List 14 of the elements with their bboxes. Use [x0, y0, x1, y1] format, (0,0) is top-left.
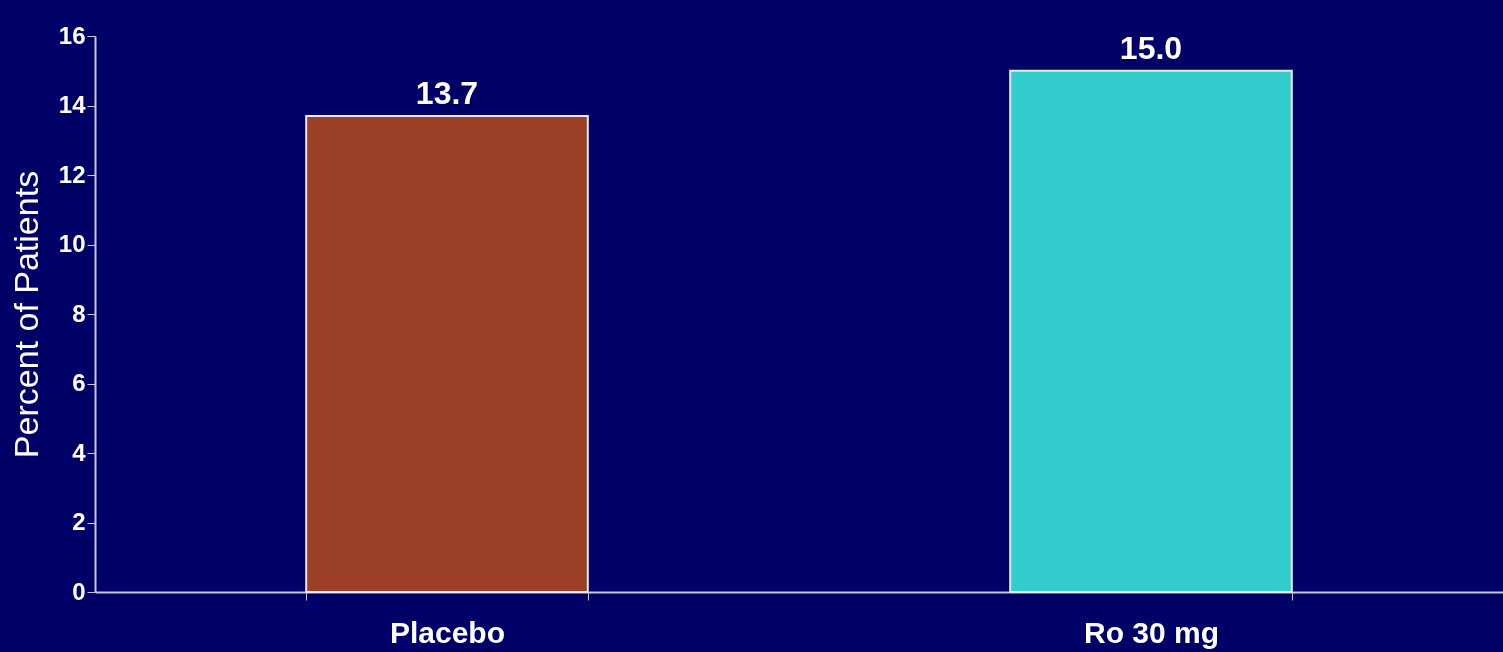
y-tick-label: 14	[58, 91, 87, 118]
data-label: 13.7	[415, 74, 479, 111]
y-tick-label: 6	[72, 369, 86, 396]
y-tick-label: 4	[72, 438, 87, 466]
x-tick-label: Placebo	[389, 615, 506, 649]
y-tick-label: 0	[72, 577, 86, 605]
y-tick-label: 2	[72, 508, 86, 535]
y-tick-label: 12	[58, 160, 86, 188]
y-tick-label: 8	[72, 299, 86, 327]
y-axis-title: Percent of Patients	[6, 170, 45, 459]
data-label: 15.0	[1119, 29, 1183, 66]
y-tick-label: 10	[58, 230, 86, 257]
x-tick-label: Ro 30 mg	[1083, 615, 1220, 649]
y-tick-label: 16	[58, 21, 86, 49]
